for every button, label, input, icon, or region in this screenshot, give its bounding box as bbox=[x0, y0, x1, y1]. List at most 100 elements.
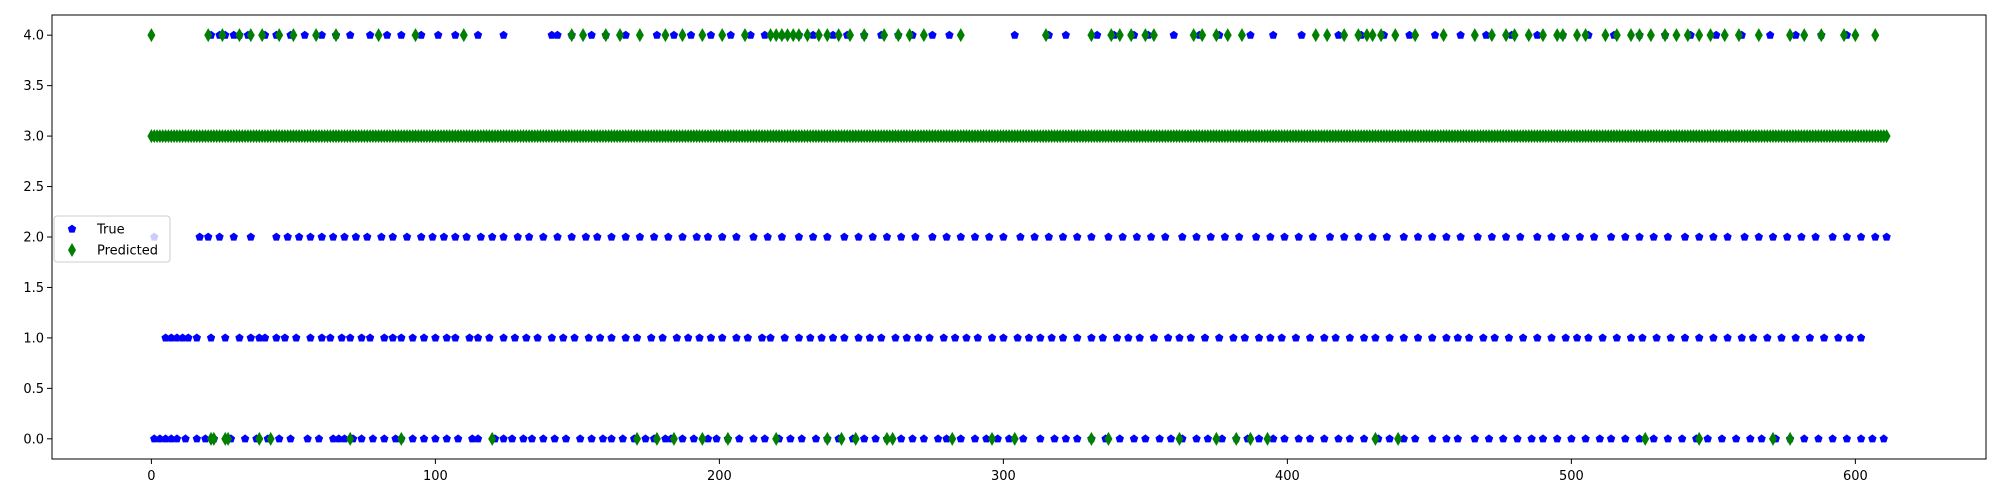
point-true bbox=[1058, 333, 1068, 342]
point-predicted bbox=[1470, 28, 1479, 43]
point-true bbox=[786, 434, 795, 443]
point-true bbox=[1359, 434, 1369, 443]
point-true bbox=[1382, 232, 1391, 241]
point-true bbox=[956, 434, 965, 443]
point-predicted bbox=[275, 28, 284, 43]
point-true bbox=[465, 333, 474, 342]
point-true bbox=[272, 232, 281, 241]
point-true bbox=[1842, 232, 1851, 241]
point-true bbox=[1061, 434, 1070, 443]
point-true bbox=[1717, 434, 1727, 443]
point-predicted bbox=[948, 431, 957, 446]
point-true bbox=[1581, 434, 1590, 443]
point-true bbox=[828, 333, 838, 342]
y-tick-label: 0.5 bbox=[23, 382, 44, 397]
point-true bbox=[1533, 232, 1542, 241]
point-predicted bbox=[894, 28, 903, 43]
point-true bbox=[1413, 232, 1423, 241]
point-true bbox=[1129, 434, 1139, 443]
point-true bbox=[570, 333, 579, 342]
point-true bbox=[1453, 333, 1462, 342]
point-predicted bbox=[1695, 431, 1704, 446]
x-tick-label: 400 bbox=[1275, 469, 1300, 484]
point-true bbox=[397, 30, 406, 39]
point-true bbox=[760, 434, 769, 443]
x-tick-label: 100 bbox=[423, 469, 448, 484]
point-true bbox=[1229, 333, 1238, 342]
point-true bbox=[431, 434, 440, 443]
point-true bbox=[172, 333, 182, 342]
point-true bbox=[1240, 333, 1249, 342]
point-true bbox=[950, 333, 960, 342]
point-predicted bbox=[1538, 28, 1547, 43]
point-true bbox=[221, 333, 230, 342]
point-true bbox=[368, 434, 378, 443]
point-true bbox=[357, 434, 366, 443]
point-true bbox=[192, 333, 201, 342]
point-true bbox=[1345, 333, 1354, 342]
point-true bbox=[962, 333, 971, 342]
point-true bbox=[1254, 434, 1264, 443]
point-true bbox=[365, 30, 375, 39]
point-true bbox=[303, 434, 312, 443]
point-true bbox=[1073, 333, 1082, 342]
point-true bbox=[1413, 333, 1423, 342]
point-predicted bbox=[1553, 28, 1562, 43]
point-true bbox=[797, 434, 806, 443]
point-predicted bbox=[1754, 28, 1763, 43]
point-predicted bbox=[266, 431, 275, 446]
point-true bbox=[661, 434, 670, 443]
point-predicted bbox=[411, 28, 420, 43]
point-true bbox=[553, 232, 562, 241]
point-true bbox=[1092, 30, 1102, 39]
point-true bbox=[272, 333, 281, 342]
point-true bbox=[987, 333, 997, 342]
point-true bbox=[933, 434, 943, 443]
point-true bbox=[1754, 232, 1763, 241]
point-true bbox=[712, 434, 721, 443]
point-true bbox=[1680, 333, 1690, 342]
point-predicted bbox=[698, 28, 707, 43]
point-true bbox=[246, 232, 255, 241]
legend-box bbox=[53, 215, 171, 263]
legend-marker-true bbox=[67, 224, 77, 233]
point-true bbox=[1124, 333, 1133, 342]
point-true bbox=[1547, 333, 1556, 342]
point-true bbox=[1334, 30, 1343, 39]
point-true bbox=[201, 434, 210, 443]
point-true bbox=[1763, 333, 1772, 342]
point-true bbox=[1473, 232, 1482, 241]
point-predicted bbox=[740, 28, 749, 43]
point-predicted bbox=[1882, 129, 1891, 144]
point-true bbox=[621, 333, 630, 342]
point-true bbox=[718, 232, 727, 241]
point-true bbox=[985, 232, 994, 241]
point-true bbox=[1206, 232, 1215, 241]
point-true bbox=[593, 232, 602, 241]
point-true bbox=[1456, 30, 1465, 39]
point-true bbox=[1269, 434, 1278, 443]
point-true bbox=[945, 30, 954, 39]
point-predicted bbox=[814, 28, 823, 43]
point-true bbox=[1340, 232, 1349, 241]
point-true bbox=[1783, 232, 1792, 241]
point-true bbox=[1635, 232, 1644, 241]
point-true bbox=[1192, 232, 1201, 241]
point-predicted bbox=[661, 28, 670, 43]
point-true bbox=[1345, 434, 1354, 443]
point-predicted bbox=[1734, 28, 1743, 43]
point-true bbox=[1856, 232, 1866, 241]
point-predicted bbox=[1175, 431, 1184, 446]
point-true bbox=[365, 333, 375, 342]
point-true bbox=[1882, 232, 1891, 241]
point-true bbox=[1479, 333, 1488, 342]
y-tick-label: 2.5 bbox=[23, 180, 44, 195]
point-true bbox=[380, 434, 389, 443]
point-true bbox=[1155, 434, 1164, 443]
point-true bbox=[206, 333, 216, 342]
point-true bbox=[195, 232, 204, 241]
point-true bbox=[346, 30, 355, 39]
point-true bbox=[1879, 434, 1888, 443]
point-true bbox=[1527, 434, 1536, 443]
point-true bbox=[1834, 333, 1843, 342]
